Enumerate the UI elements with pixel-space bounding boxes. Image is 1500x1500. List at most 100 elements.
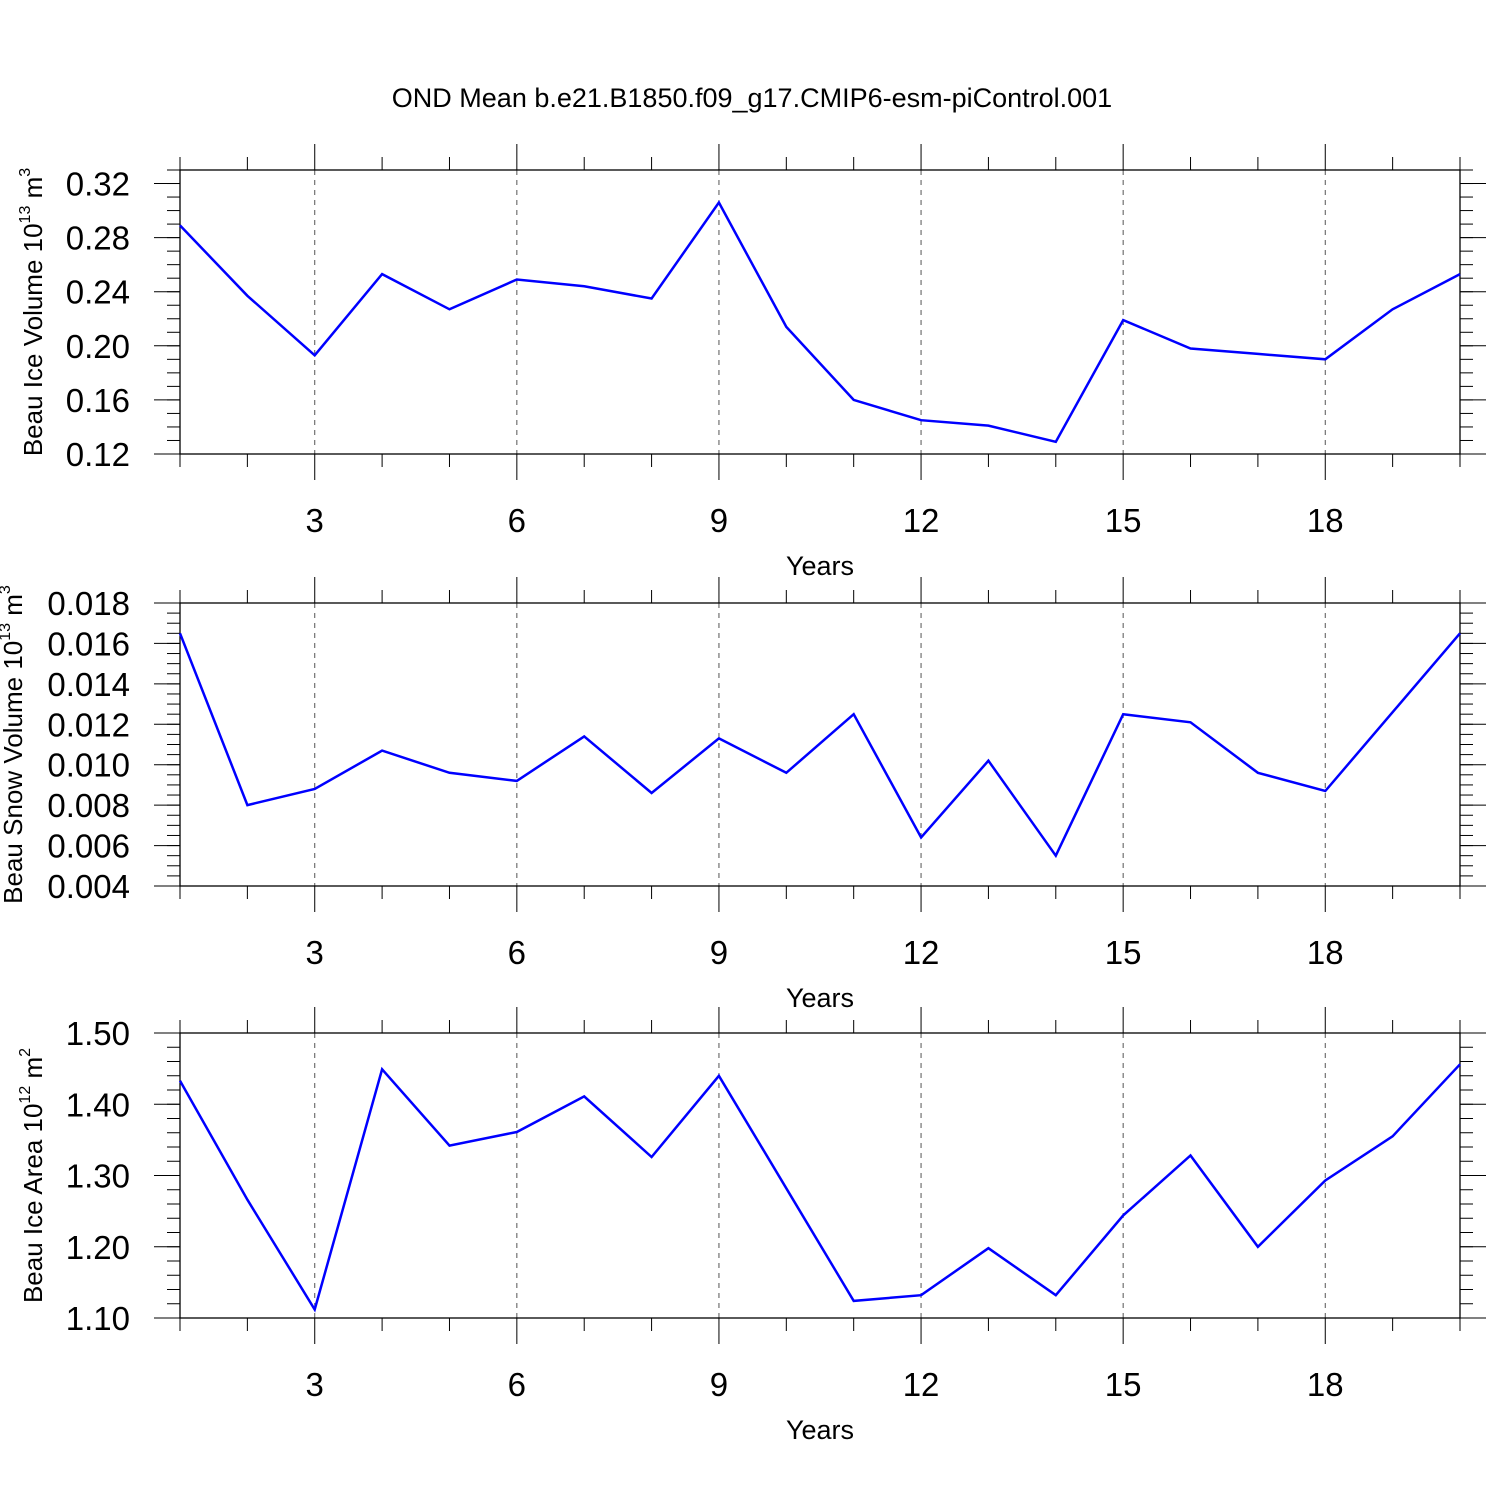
data-point	[1054, 440, 1058, 444]
data-point	[1458, 1062, 1462, 1066]
chart-title: OND Mean b.e21.B1850.f09_g17.CMIP6-esm-p…	[392, 83, 1112, 113]
y-tick-label: 1.30	[66, 1158, 130, 1195]
data-point	[1189, 720, 1193, 724]
data-point	[1323, 357, 1327, 361]
y-tick-label: 1.10	[66, 1300, 130, 1337]
panel-snow-volume: 3 6 9 12 15 18Years0.0040.0060.0080.0100.0120…	[0, 577, 1486, 1013]
panel-ice-area: 3 6 9 12 15 18 Years 1.10 1.20 1.30 1.40 1.50 Beau I…	[17, 1007, 1486, 1445]
data-point	[919, 1293, 923, 1297]
data-point	[1256, 1245, 1260, 1249]
data-point	[1391, 710, 1395, 714]
data-point	[245, 294, 249, 298]
data-point	[650, 1155, 654, 1159]
series-line	[178, 632, 1461, 859]
x-axis-label: Years	[786, 1415, 854, 1445]
y-axis-label-text: Beau Snow Volume 10	[0, 641, 28, 904]
data-point	[582, 284, 586, 288]
data-point	[447, 307, 451, 311]
data-point	[1458, 631, 1462, 635]
data-point	[986, 1246, 990, 1250]
data-point	[582, 1094, 586, 1098]
x-tick-label: 3	[306, 934, 324, 971]
data-point	[784, 1186, 788, 1190]
x-tick-label: 12	[903, 502, 940, 539]
data-point	[986, 759, 990, 763]
y-tick-label: 0.016	[47, 625, 130, 662]
x-tick-label: 12	[903, 1366, 940, 1403]
x-tick-label: 6	[508, 1366, 526, 1403]
data-point	[313, 787, 317, 791]
x-tick-label: 9	[710, 934, 728, 971]
plot-frame	[179, 169, 1461, 455]
data-point	[515, 278, 519, 282]
y-tick-label: 0.28	[66, 220, 130, 257]
x-tick-label: 18	[1307, 502, 1344, 539]
x-tick-label: 3	[306, 502, 324, 539]
data-point	[650, 296, 654, 300]
data-point	[1458, 272, 1462, 276]
data-point	[313, 1307, 317, 1311]
data-point	[1054, 1293, 1058, 1297]
y-axis-label: Beau Ice Area 1012 m2	[17, 1048, 48, 1303]
y-tick-label: 0.006	[47, 828, 130, 865]
data-point	[1256, 352, 1260, 356]
data-point	[1189, 1154, 1193, 1158]
data-point	[1256, 771, 1260, 775]
data-point	[650, 791, 654, 795]
x-tick-label: 15	[1105, 1366, 1142, 1403]
x-axis-label: Years	[786, 983, 854, 1013]
data-point	[515, 1130, 519, 1134]
data-point	[447, 771, 451, 775]
y-tick-label: 0.014	[47, 666, 130, 703]
y-axis-label-text: Beau Ice Volume 10	[18, 223, 48, 456]
data-point	[1121, 712, 1125, 716]
y-axis-label-unit: m	[18, 1057, 48, 1086]
y-tick-label: 0.004	[47, 868, 130, 905]
y-axis-label-unit-exponent: 2	[17, 1048, 34, 1057]
y-tick-label: 1.50	[66, 1015, 130, 1052]
y-axis-label-unit-exponent: 3	[17, 168, 34, 177]
data-point	[1121, 1213, 1125, 1217]
data-point	[245, 803, 249, 807]
x-tick-label: 3	[306, 1366, 324, 1403]
data-point	[582, 734, 586, 738]
y-tick-label: 0.16	[66, 382, 130, 419]
x-tick-label: 12	[903, 934, 940, 971]
y-axis-label-unit-exponent: 3	[0, 585, 14, 594]
series-line	[179, 200, 1461, 444]
x-tick-label: 15	[1105, 502, 1142, 539]
data-point	[245, 1198, 249, 1202]
x-tick-label: 9	[710, 1366, 728, 1403]
y-axis-label-exponent: 12	[17, 1086, 34, 1104]
data-point	[784, 771, 788, 775]
data-point	[447, 1144, 451, 1148]
y-tick-label: 0.20	[66, 328, 130, 365]
data-point	[919, 418, 923, 422]
data-point	[1391, 307, 1395, 311]
x-tick-label: 6	[508, 934, 526, 971]
data-point	[852, 398, 856, 402]
y-tick-label: 0.32	[66, 166, 130, 203]
panel-ice-volume: 3 6 9 12 15 18 Years 0.12 0.16 0.20 0.24 0.28 0.32 Be…	[17, 144, 1486, 581]
y-tick-label: 0.24	[66, 274, 130, 311]
y-axis-label-exponent: 13	[0, 623, 14, 641]
data-point	[852, 1299, 856, 1303]
data-point	[178, 631, 182, 635]
data-point	[380, 272, 384, 276]
y-tick-label: 1.20	[66, 1229, 130, 1266]
y-axis-label-unit: m	[18, 177, 48, 206]
y-tick-label: 0.018	[47, 585, 130, 622]
y-axis-label: Beau Snow Volume 1013 m3	[0, 585, 28, 904]
data-point	[380, 1067, 384, 1071]
data-point	[1323, 789, 1327, 793]
x-tick-label: 6	[508, 502, 526, 539]
data-point	[1189, 347, 1193, 351]
x-axis-label: Years	[786, 551, 854, 581]
x-tick-label: 9	[710, 502, 728, 539]
data-point	[919, 835, 923, 839]
data-point	[717, 736, 721, 740]
x-tick-label: 18	[1307, 934, 1344, 971]
y-axis-label-unit: m	[0, 594, 28, 623]
data-point	[986, 424, 990, 428]
data-point	[717, 1074, 721, 1078]
